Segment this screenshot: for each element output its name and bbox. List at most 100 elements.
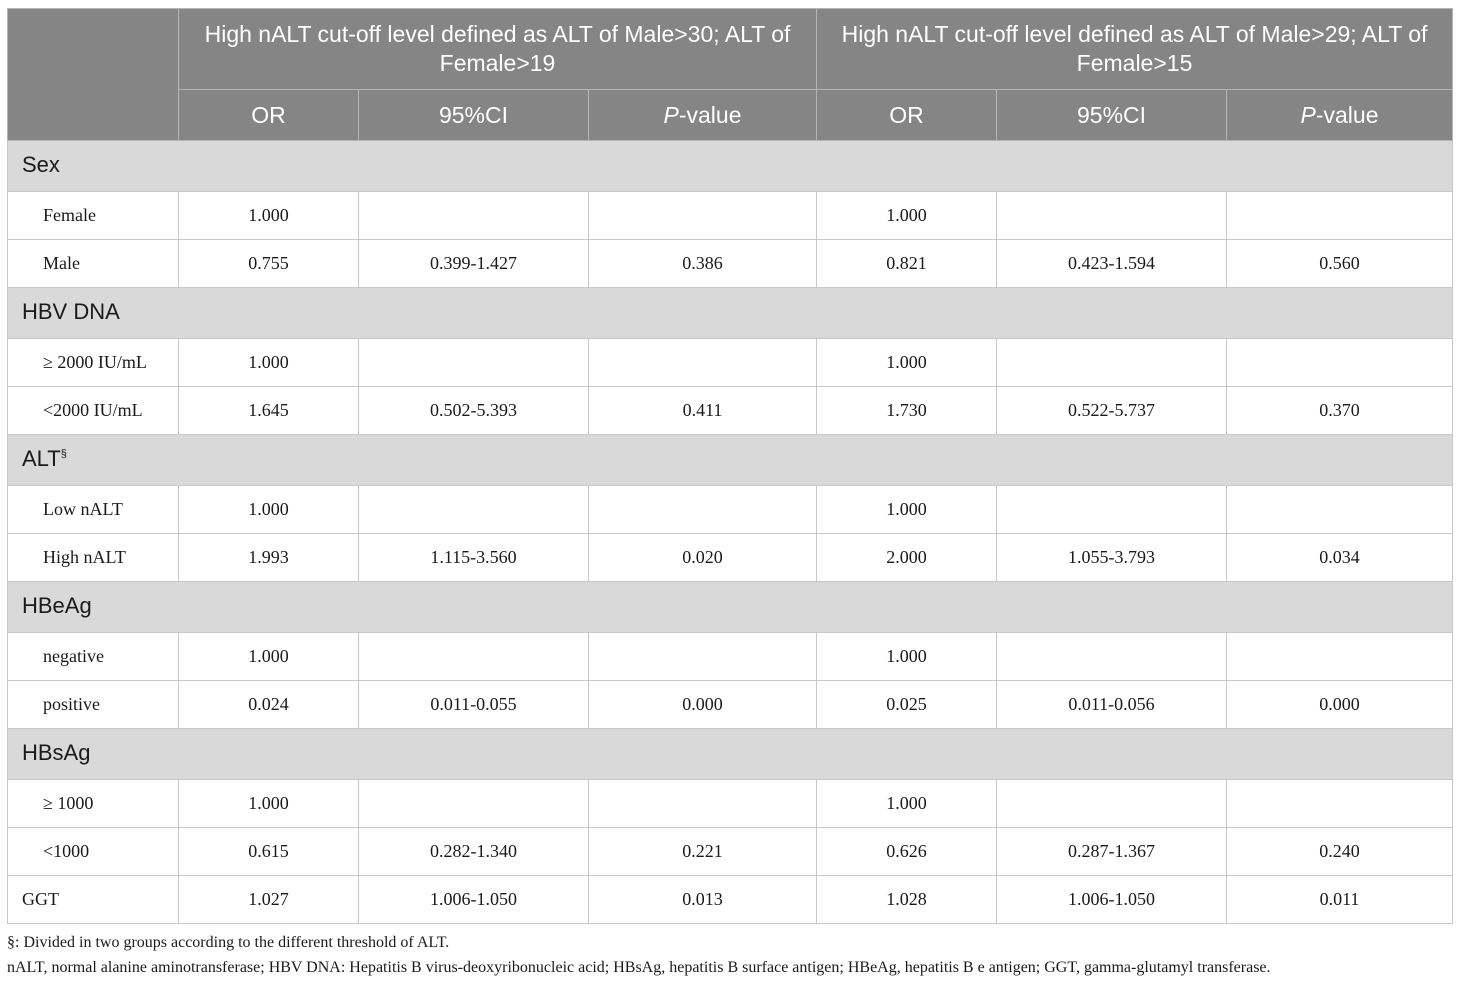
footnote-abbreviations: nALT, normal alanine aminotransferase; H… — [7, 959, 1271, 976]
row-label: ≥ 2000 IU/mL — [7, 338, 179, 387]
section-title: HBsAg — [6, 728, 1454, 780]
p-2-cell: 0.370 — [1226, 386, 1454, 435]
or-2-cell: 0.025 — [816, 680, 998, 729]
p-2-cell: 0.011 — [1226, 875, 1454, 924]
p-1-cell: 0.000 — [587, 680, 818, 729]
table-row: positive 0.024 0.011-0.055 0.000 0.025 0… — [7, 680, 1454, 729]
table-row: negative 1.000 1.000 — [7, 632, 1454, 681]
header-ci-2: 95%CI — [996, 89, 1228, 141]
section-title-text: ALT — [22, 446, 61, 471]
header-p-suffix: -value — [678, 101, 742, 128]
ci-1-cell: 0.282-1.340 — [358, 827, 589, 876]
or-2-cell: 1.028 — [816, 875, 998, 924]
header-group-1: High nALT cut-off level defined as ALT o… — [177, 8, 818, 90]
header-p-2: P-value — [1226, 89, 1454, 141]
ci-2-cell — [996, 191, 1228, 240]
p-2-cell — [1226, 191, 1454, 240]
table-footnotes: §: Divided in two groups according to th… — [7, 930, 1452, 980]
p-1-cell: 0.386 — [587, 239, 818, 288]
p-1-cell: 0.411 — [587, 386, 818, 435]
table-row: Female 1.000 1.000 — [7, 191, 1454, 240]
ci-2-cell: 1.006-1.050 — [996, 875, 1228, 924]
ci-1-cell — [358, 485, 589, 534]
header-p-1: P-value — [587, 89, 818, 141]
header-corner — [7, 8, 179, 141]
section-title: ALT§ — [6, 434, 1454, 486]
row-label: negative — [7, 632, 179, 681]
row-label: High nALT — [7, 533, 179, 582]
table-row: Low nALT 1.000 1.000 — [7, 485, 1454, 534]
ci-2-cell — [996, 779, 1228, 828]
section-title: HBeAg — [6, 581, 1454, 633]
table-row: <1000 0.615 0.282-1.340 0.221 0.626 0.28… — [7, 827, 1454, 876]
or-2-cell: 1.000 — [816, 485, 998, 534]
ci-1-cell — [358, 632, 589, 681]
or-1-cell: 0.024 — [178, 680, 359, 729]
or-1-cell: 1.000 — [178, 632, 359, 681]
or-1-cell: 0.615 — [178, 827, 359, 876]
row-label: <2000 IU/mL — [7, 386, 179, 435]
or-1-cell: 1.993 — [178, 533, 359, 582]
ci-1-cell: 1.115-3.560 — [358, 533, 589, 582]
or-2-cell: 2.000 — [816, 533, 998, 582]
p-1-cell — [587, 485, 818, 534]
header-p-italic: P — [1300, 101, 1316, 128]
row-label: GGT — [7, 875, 179, 924]
ci-1-cell: 1.006-1.050 — [358, 875, 589, 924]
table-row: <2000 IU/mL 1.645 0.502-5.393 0.411 1.73… — [7, 386, 1454, 435]
or-2-cell: 1.000 — [816, 338, 998, 387]
ci-1-cell — [358, 338, 589, 387]
or-1-cell: 1.000 — [178, 191, 359, 240]
ci-2-cell: 0.011-0.056 — [996, 680, 1228, 729]
p-2-cell — [1226, 779, 1454, 828]
header-group-2: High nALT cut-off level defined as ALT o… — [816, 8, 1454, 90]
ci-1-cell: 0.399-1.427 — [358, 239, 589, 288]
ci-1-cell — [358, 779, 589, 828]
table-row: ≥ 1000 1.000 1.000 — [7, 779, 1454, 828]
p-1-cell — [587, 191, 818, 240]
ci-1-cell: 0.502-5.393 — [358, 386, 589, 435]
section-title: HBV DNA — [6, 287, 1454, 339]
p-1-cell — [587, 632, 818, 681]
ci-2-cell: 1.055-3.793 — [996, 533, 1228, 582]
table-row: Male 0.755 0.399-1.427 0.386 0.821 0.423… — [7, 239, 1454, 288]
row-label: Female — [7, 191, 179, 240]
or-1-cell: 1.000 — [178, 485, 359, 534]
section-sex: Sex — [6, 140, 1454, 192]
or-2-cell: 1.730 — [816, 386, 998, 435]
p-2-cell: 0.000 — [1226, 680, 1454, 729]
or-2-cell: 0.626 — [816, 827, 998, 876]
table-row: High nALT 1.993 1.115-3.560 0.020 2.000 … — [7, 533, 1454, 582]
ci-2-cell: 0.522-5.737 — [996, 386, 1228, 435]
p-1-cell — [587, 338, 818, 387]
row-label: ≥ 1000 — [7, 779, 179, 828]
header-row-columns: OR 95%CI P-value OR 95%CI P-value — [8, 89, 1454, 141]
footnote-threshold: §: Divided in two groups according to th… — [7, 934, 450, 951]
row-label: Male — [7, 239, 179, 288]
table-row-ggt: GGT 1.027 1.006-1.050 0.013 1.028 1.006-… — [7, 875, 1454, 924]
or-1-cell: 1.027 — [178, 875, 359, 924]
or-2-cell: 1.000 — [816, 779, 998, 828]
or-1-cell: 1.000 — [178, 779, 359, 828]
p-2-cell — [1226, 632, 1454, 681]
table-row: ≥ 2000 IU/mL 1.000 1.000 — [7, 338, 1454, 387]
p-1-cell: 0.013 — [587, 875, 818, 924]
footnote-marker: § — [60, 448, 67, 460]
p-2-cell — [1226, 485, 1454, 534]
header-p-suffix: -value — [1315, 101, 1379, 128]
odds-ratio-table: High nALT cut-off level defined as ALT o… — [6, 8, 1454, 924]
ci-1-cell — [358, 191, 589, 240]
p-2-cell: 0.240 — [1226, 827, 1454, 876]
p-2-cell — [1226, 338, 1454, 387]
ci-2-cell — [996, 632, 1228, 681]
row-label: Low nALT — [7, 485, 179, 534]
section-hbsag: HBsAg — [6, 728, 1454, 780]
or-1-cell: 1.645 — [178, 386, 359, 435]
or-1-cell: 1.000 — [178, 338, 359, 387]
p-2-cell: 0.560 — [1226, 239, 1454, 288]
section-hbv-dna: HBV DNA — [6, 287, 1454, 339]
section-title: Sex — [6, 140, 1454, 192]
ci-2-cell: 0.287-1.367 — [996, 827, 1228, 876]
or-1-cell: 0.755 — [178, 239, 359, 288]
or-2-cell: 1.000 — [816, 632, 998, 681]
